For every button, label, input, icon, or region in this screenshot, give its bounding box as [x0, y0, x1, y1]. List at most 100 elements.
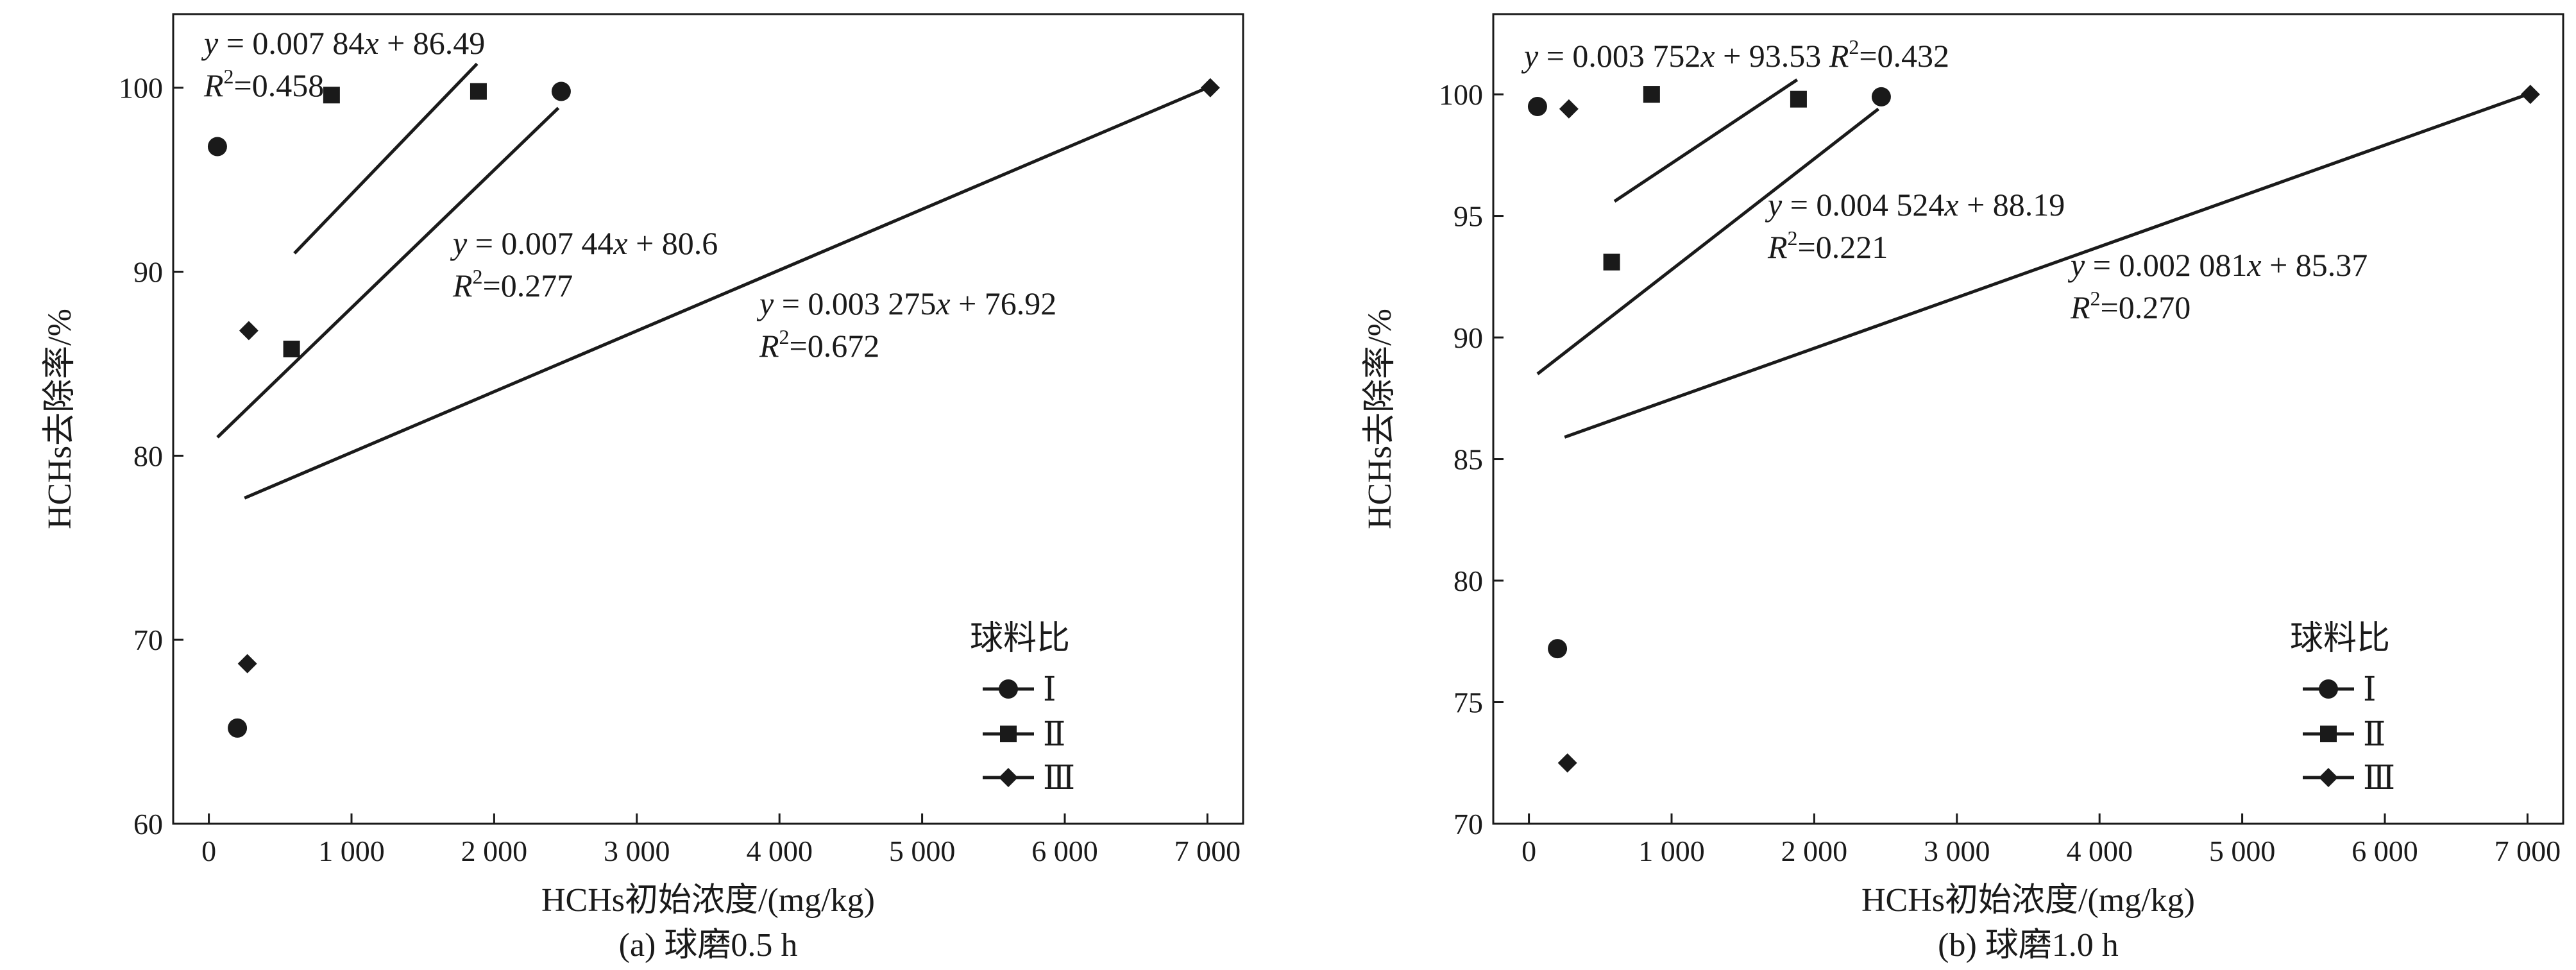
x-tick-label: 6 000	[1031, 835, 1098, 867]
fit-r2-2-b: R2=0.221	[1767, 226, 1888, 265]
legend-marker-diamond-b	[2319, 768, 2338, 787]
x-axis-title-a: HCHs初始浓度/(mg/kg)	[541, 882, 875, 919]
fit-equation-1-b: y = 0.003 752x + 93.53 R2=0.432	[1521, 35, 1949, 74]
fit-equation-1-a: y = 0.007 84x + 86.49	[201, 25, 485, 61]
x-tick-label: 7 000	[2495, 835, 2561, 867]
y-tick-label: 60	[133, 808, 163, 840]
data-point-series-3	[1557, 753, 1577, 773]
fit-equation-2-b: y = 0.004 524x + 88.19	[1765, 187, 2065, 223]
x-tick-label: 4 000	[2066, 835, 2133, 867]
fit-r2-3-a: R2=0.672	[759, 325, 879, 364]
y-tick-label: 75	[1453, 686, 1483, 719]
y-tick-label: 100	[119, 72, 163, 105]
legend-title-a: 球料比	[970, 620, 1070, 657]
y-ticks-b: 70 75 80 85 90 95 100	[1439, 78, 1504, 840]
x-tick-label: 1 000	[1638, 835, 1705, 867]
x-ticks-b: 0 1 000 2 000 3 000 4 000 5 000 6 000 7 000	[1521, 813, 2561, 867]
x-tick-label: 7 000	[1174, 835, 1241, 867]
fit-line-3	[244, 86, 1208, 500]
plot-frame-a	[172, 13, 1244, 825]
legend-title-b: 球料比	[2290, 620, 2390, 657]
data-point-series-1	[207, 137, 227, 157]
data-point-series-2	[1643, 86, 1660, 103]
data-point-series-2	[283, 341, 300, 358]
data-point-series-2	[323, 87, 340, 104]
fit-r2-1-a: R2=0.458	[203, 65, 324, 103]
legend-item-a-2: Ⅱ	[983, 717, 1065, 753]
legend-marker-circle-a	[999, 679, 1018, 699]
x-tick-label: 2 000	[1781, 835, 1848, 867]
fit-lines-b	[1536, 78, 2529, 439]
legend-label-b-3: Ⅲ	[2363, 760, 2395, 797]
data-point-series-2	[1790, 90, 1807, 108]
x-tick-label: 1 000	[318, 835, 385, 867]
data-point-series-1	[1548, 639, 1568, 659]
data-point-series-3	[239, 321, 258, 341]
x-tick-label: 4 000	[746, 835, 813, 867]
legend-marker-square-a	[1000, 726, 1017, 742]
x-axis-title-b: HCHs初始浓度/(mg/kg)	[1861, 882, 2195, 919]
legend-label-b-1: Ⅰ	[2363, 672, 2377, 708]
legend-a: 球料比 Ⅰ Ⅱ Ⅲ	[970, 620, 1075, 797]
legend-marker-square-b	[2320, 726, 2337, 742]
y-tick-label: 80	[133, 439, 163, 472]
legend-label-a-3: Ⅲ	[1043, 760, 1075, 797]
data-point-series-1	[1871, 87, 1891, 106]
data-point-series-1	[228, 718, 248, 738]
data-point-series-1	[1527, 97, 1547, 117]
y-tick-label: 90	[133, 256, 163, 289]
y-tick-label: 95	[1453, 200, 1483, 233]
fit-line-2	[1536, 107, 1880, 375]
fit-line-3	[1564, 92, 2529, 439]
legend-item-a-3: Ⅲ	[983, 760, 1075, 797]
legend-item-b-1: Ⅰ	[2303, 672, 2377, 708]
x-tick-label: 3 000	[604, 835, 670, 867]
data-points-a	[207, 78, 1220, 738]
legend-label-b-2: Ⅱ	[2363, 717, 2385, 753]
data-point-series-2	[470, 83, 487, 100]
fit-lines-a	[216, 62, 1208, 500]
data-point-series-3	[1559, 99, 1579, 119]
panel-a: 60 70 80 90 100 0 1 000 2 000 3 000 4 000 5 000 6 …	[42, 13, 1244, 964]
y-tick-label: 85	[1453, 443, 1483, 476]
caption-b: (b) 球磨1.0 h	[1938, 927, 2119, 964]
legend-item-b-2: Ⅱ	[2303, 717, 2385, 753]
caption-a: (a) 球磨0.5 h	[619, 927, 798, 964]
legend-item-b-3: Ⅲ	[2303, 760, 2395, 797]
x-tick-label: 3 000	[1924, 835, 1990, 867]
fit-line-1	[1613, 78, 1799, 203]
x-tick-label: 0	[201, 835, 216, 867]
legend-label-a-1: Ⅰ	[1043, 672, 1056, 708]
y-tick-label: 70	[133, 624, 163, 656]
x-tick-label: 2 000	[461, 835, 528, 867]
y-tick-label: 80	[1453, 565, 1483, 597]
y-tick-label: 90	[1453, 321, 1483, 354]
x-tick-label: 6 000	[2351, 835, 2418, 867]
x-tick-label: 5 000	[2209, 835, 2276, 867]
y-ticks-a: 60 70 80 90 100	[119, 72, 183, 840]
fit-equation-3-a: y = 0.003 275x + 76.92	[756, 285, 1056, 321]
data-point-series-1	[551, 81, 571, 101]
y-tick-label: 70	[1453, 808, 1483, 840]
plot-frame-b	[1492, 13, 2564, 825]
legend-marker-diamond-a	[999, 768, 1018, 787]
data-point-series-2	[1603, 253, 1620, 271]
y-axis-title-a: HCHs去除率/%	[42, 309, 78, 529]
fit-line-1	[293, 62, 479, 255]
legend-marker-circle-b	[2319, 679, 2338, 699]
fit-equation-3-b: y = 0.002 081x + 85.37	[2067, 247, 2368, 283]
legend-item-a-1: Ⅰ	[983, 672, 1056, 708]
y-axis-title-b: HCHs去除率/%	[1362, 309, 1398, 529]
x-ticks-a: 0 1 000 2 000 3 000 4 000 5 000 6 000 7 000	[201, 813, 1241, 867]
fit-r2-3-b: R2=0.270	[2070, 287, 2190, 325]
data-points-b	[1527, 85, 2540, 773]
legend-b: 球料比 Ⅰ Ⅱ Ⅲ	[2290, 620, 2395, 797]
fit-equation-2-a: y = 0.007 44x + 80.6	[450, 225, 718, 261]
y-tick-label: 100	[1439, 78, 1483, 111]
panel-b: 70 75 80 85 90 95 100 0 1 000 2 000 3 000 4 000 5 0…	[1362, 13, 2564, 964]
fit-r2-2-a: R2=0.277	[452, 265, 573, 303]
fit-line-2	[216, 106, 560, 439]
x-tick-label: 5 000	[889, 835, 956, 867]
data-point-series-3	[2520, 85, 2540, 105]
